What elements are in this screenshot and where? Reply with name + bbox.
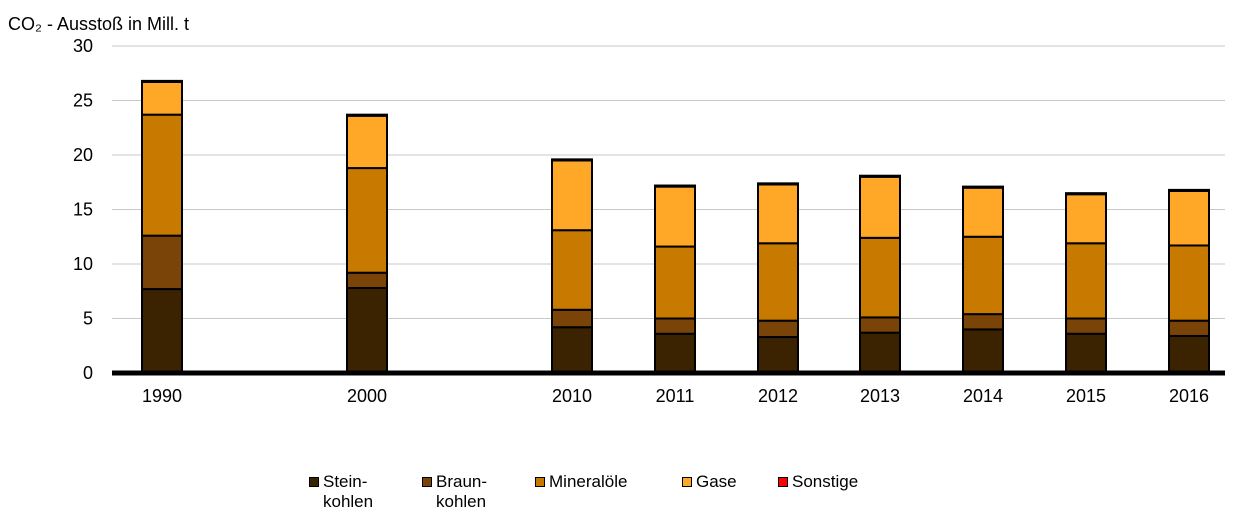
legend-label: Braun- kohlen	[436, 472, 488, 511]
axes: 0 5 10 15 20 25 30 1990 2000 2010 2011 2012 2013 2014…	[73, 36, 1225, 406]
legend-label: Gase	[696, 472, 737, 491]
legend-item: Stein- kohlen	[309, 472, 373, 512]
y-axis-label: CO₂ - Ausstoß in Mill. t	[8, 14, 189, 34]
y-tick-label: 15	[73, 200, 93, 220]
bar-2010-series-3	[551, 159, 593, 232]
bar-2011-series-1	[654, 317, 696, 335]
y-tick-label: 5	[83, 309, 93, 329]
x-tick-label: 2013	[860, 386, 900, 406]
legend-label: Mineralöle	[549, 472, 628, 491]
bar-2000-series-2	[346, 167, 388, 274]
bar-2013-series-1	[859, 316, 901, 334]
bar-2013-series-0	[859, 331, 901, 375]
bar-2012-series-1	[757, 319, 799, 339]
bar-2000-series-4	[346, 113, 388, 117]
chart: 0 5 10 15 20 25 30 1990 2000 2010 2011 2012 2013 2014…	[8, 14, 1225, 406]
legend-swatch	[778, 477, 788, 487]
legend-swatch	[422, 477, 432, 487]
bar-1990-series-2	[141, 113, 183, 237]
bar-2014-series-1	[962, 313, 1004, 331]
bar-2014-series-3	[962, 186, 1004, 238]
legend-item: Mineralöle	[535, 472, 627, 492]
bar-2012-series-0	[757, 336, 799, 374]
bar-1990-series-4	[141, 79, 183, 83]
bar-2015-series-1	[1065, 317, 1107, 335]
y-tick-label: 25	[73, 91, 93, 111]
bar-2011-series-2	[654, 245, 696, 320]
bar-2010-series-0	[551, 326, 593, 374]
legend-item: Braun- kohlen	[422, 472, 487, 512]
x-tick-label: 2000	[347, 386, 387, 406]
bar-2000-series-3	[346, 114, 388, 170]
bar-2013-series-2	[859, 236, 901, 319]
x-tick-label: 2015	[1066, 386, 1106, 406]
bar-2016-series-1	[1168, 319, 1210, 337]
legend-swatch	[309, 477, 319, 487]
bar-2014-series-4	[962, 185, 1004, 189]
bar-2010-series-1	[551, 308, 593, 329]
x-tick-label: 2011	[656, 386, 695, 406]
bar-2014-series-2	[962, 235, 1004, 316]
bar-1990-series-1	[141, 234, 183, 291]
legend-swatch	[682, 477, 692, 487]
bar-2015-series-0	[1065, 332, 1107, 375]
bar-2012-series-4	[757, 182, 799, 186]
y-tick-label: 30	[73, 36, 93, 56]
bar-2016-series-4	[1168, 188, 1210, 192]
bar-2011-series-0	[654, 332, 696, 375]
bar-2013-series-3	[859, 175, 901, 239]
bar-2010-series-2	[551, 229, 593, 311]
y-tick-label: 20	[73, 145, 93, 165]
bar-2015-series-4	[1065, 192, 1107, 196]
legend-swatch	[535, 477, 545, 487]
bar-2000-series-1	[346, 271, 388, 289]
x-tick-label: 2016	[1169, 386, 1209, 406]
bar-2015-series-3	[1065, 193, 1107, 245]
bar-2016-series-3	[1168, 189, 1210, 247]
bar-2015-series-2	[1065, 242, 1107, 320]
bar-2016-series-2	[1168, 244, 1210, 322]
y-tick-label: 0	[83, 363, 93, 383]
bars	[141, 79, 1210, 375]
bar-2010-series-4	[551, 158, 593, 162]
bar-2000-series-0	[346, 286, 388, 375]
bar-2013-series-4	[859, 174, 901, 178]
bar-2011-series-3	[654, 185, 696, 248]
bar-2014-series-0	[962, 328, 1004, 374]
bar-2011-series-4	[654, 184, 696, 188]
x-tick-label: 2014	[963, 386, 1003, 406]
legend-item: Sonstige	[778, 472, 858, 492]
bar-1990-series-3	[141, 80, 183, 116]
bar-1990-series-0	[141, 288, 183, 375]
bar-2012-series-2	[757, 242, 799, 322]
legend-item: Gase	[682, 472, 737, 492]
y-tick-label: 10	[73, 254, 93, 274]
legend-label: Stein- kohlen	[323, 472, 374, 511]
x-tick-label: 1990	[142, 386, 182, 406]
x-tick-label: 2012	[758, 386, 798, 406]
bar-2016-series-0	[1168, 334, 1210, 375]
legend-label: Sonstige	[792, 472, 859, 491]
x-tick-label: 2010	[552, 386, 592, 406]
legend: Stein- kohlen Braun- kohlen Mineralöle Gase…	[0, 472, 1233, 516]
bar-2012-series-3	[757, 183, 799, 245]
